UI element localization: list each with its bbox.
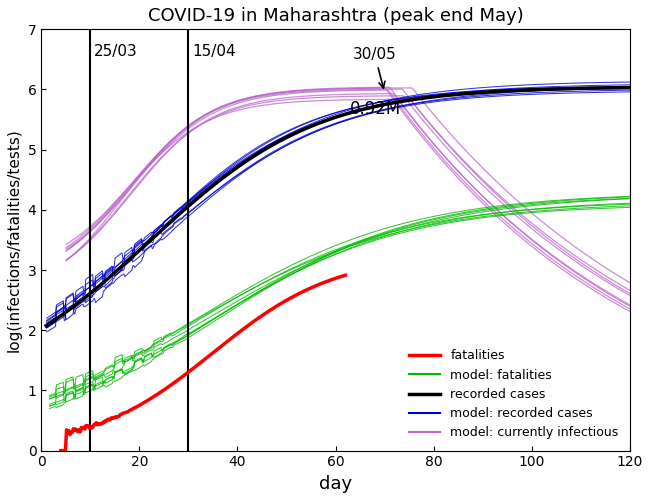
Text: 0.92M: 0.92M	[350, 100, 402, 117]
Y-axis label: log(infections/fatalities/tests): log(infections/fatalities/tests)	[7, 128, 22, 352]
Text: 30/05: 30/05	[353, 48, 396, 88]
Text: 15/04: 15/04	[192, 44, 236, 60]
Title: COVID-19 in Maharashtra (peak end May): COVID-19 in Maharashtra (peak end May)	[148, 7, 523, 25]
Legend: fatalities, model: fatalities, recorded cases, model: recorded cases, model: cur: fatalities, model: fatalities, recorded …	[404, 344, 623, 444]
Text: 25/03: 25/03	[94, 44, 138, 60]
X-axis label: day: day	[319, 475, 352, 493]
